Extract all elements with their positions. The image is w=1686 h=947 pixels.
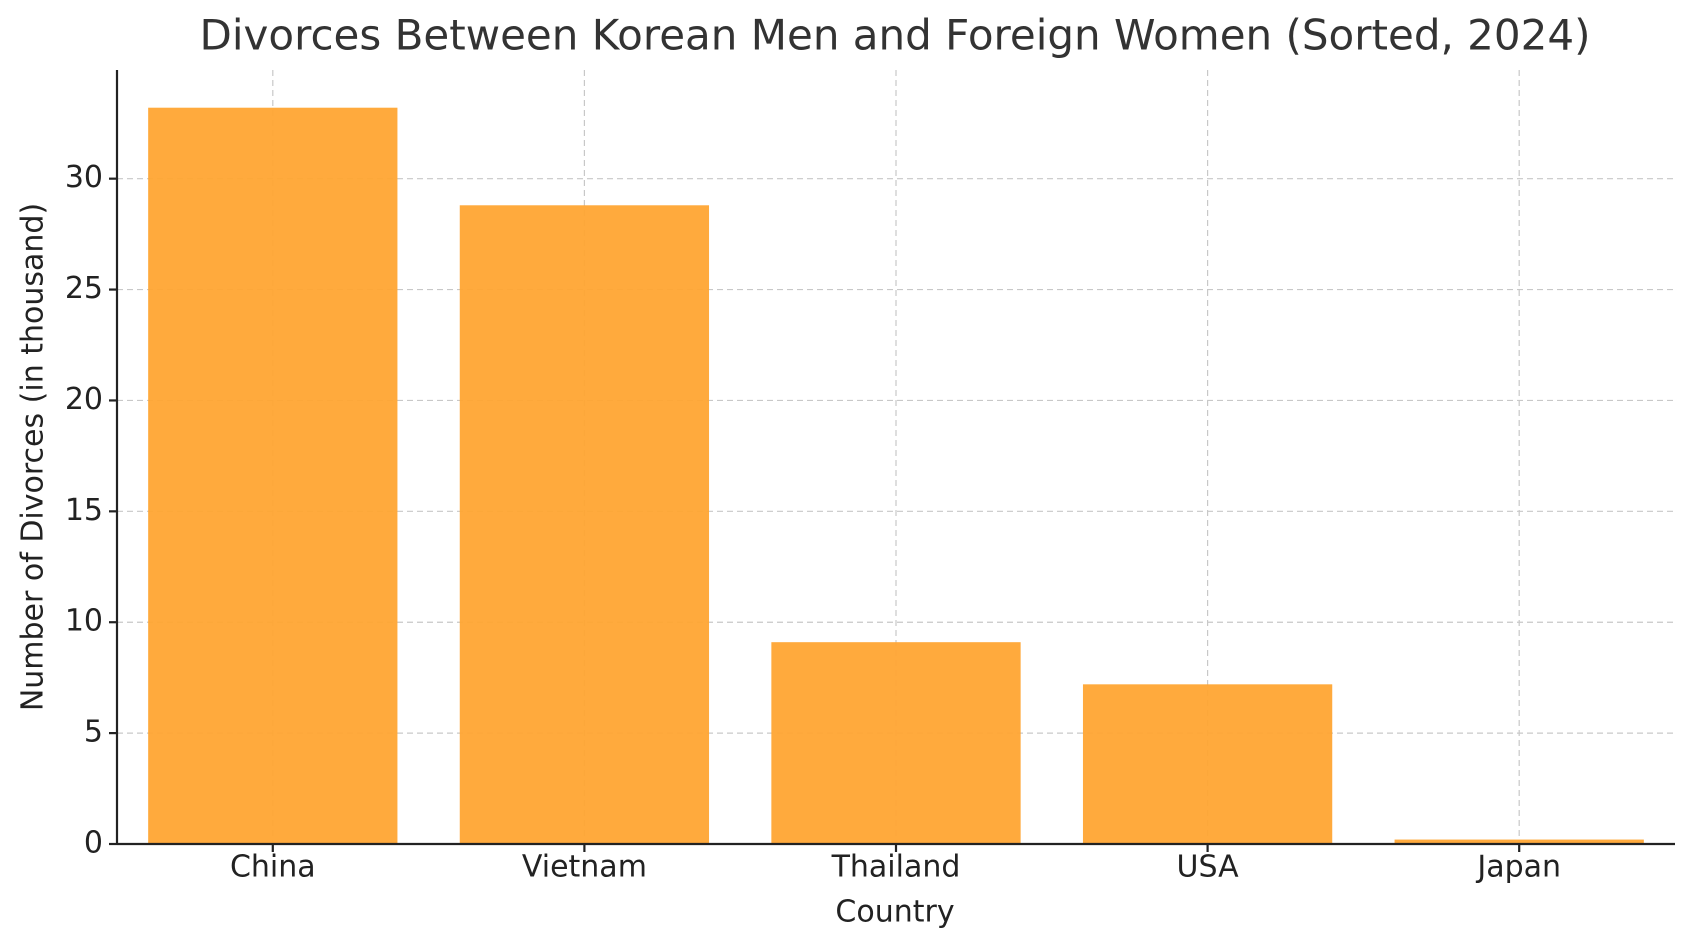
x-tick-label: China	[230, 850, 316, 885]
bar	[1394, 839, 1644, 844]
x-tick-label: USA	[1177, 850, 1240, 885]
y-tick-label: 25	[65, 271, 103, 306]
chart-title: Divorces Between Korean Men and Foreign …	[200, 11, 1591, 60]
x-tick-label: Japan	[1475, 850, 1561, 885]
x-tick-label: Vietnam	[522, 850, 647, 885]
y-tick-label: 15	[65, 493, 103, 528]
y-tick-label: 5	[84, 715, 103, 750]
y-tick-label: 20	[65, 382, 103, 417]
y-axis-label: Number of Divorces (in thousand)	[16, 203, 51, 711]
bar	[459, 205, 710, 844]
x-axis-label: Country	[835, 895, 954, 930]
y-tick-label: 10	[65, 604, 103, 639]
x-tick-label: Thailand	[831, 850, 961, 885]
bar	[148, 107, 398, 844]
y-tick-label: 0	[84, 826, 103, 861]
y-tick-label: 30	[65, 160, 103, 195]
bar	[1082, 684, 1333, 844]
bar	[771, 642, 1021, 844]
